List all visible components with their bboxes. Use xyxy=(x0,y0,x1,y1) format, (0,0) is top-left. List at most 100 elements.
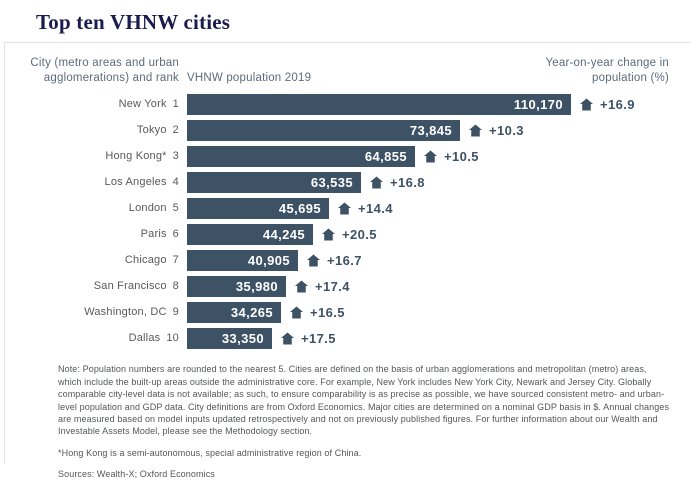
table-row: Washington, DC 9 34,265 +16.5 xyxy=(5,299,691,325)
city-label-cell: New York 1 xyxy=(5,98,179,110)
up-arrow-icon xyxy=(281,332,294,345)
bar-value: 64,855 xyxy=(364,148,407,164)
bar-value: 45,695 xyxy=(278,200,321,216)
city-label-cell: Paris 6 xyxy=(5,228,179,240)
city-name: Los Angeles xyxy=(104,176,167,189)
bar: 40,905 xyxy=(187,249,298,271)
table-row: Paris 6 44,245 +20.5 xyxy=(5,221,691,247)
chart-notes: Note: Population numbers are rounded to … xyxy=(58,363,671,480)
table-row: London 5 45,695 +14.4 xyxy=(5,195,691,221)
up-arrow-icon xyxy=(322,228,335,241)
table-row: Tokyo 2 73,845 +10.3 xyxy=(5,117,691,143)
column-header-city: City (metro areas and urban agglomeratio… xyxy=(30,57,179,85)
city-name: New York xyxy=(118,98,167,111)
bar-cell: 40,905 +16.7 xyxy=(187,249,691,271)
bar-value: 40,905 xyxy=(247,252,290,268)
city-rank: 6 xyxy=(172,228,179,241)
city-name: Washington, DC xyxy=(84,306,167,319)
up-arrow-icon xyxy=(338,202,351,215)
table-row: New York 1 110,170 +16.9 xyxy=(5,91,691,117)
bar: 35,980 xyxy=(187,275,286,297)
chart-panel: City (metro areas and urban agglomeratio… xyxy=(4,42,691,479)
bar-cell: 35,980 +17.4 xyxy=(187,275,691,297)
bar-value: 33,350 xyxy=(221,330,264,346)
change-value: +17.4 xyxy=(315,278,350,294)
city-rank: 4 xyxy=(172,176,179,189)
change-value: +16.5 xyxy=(310,304,345,320)
bars-area: New York 1 110,170 +16.9 Tokyo 2 73,845 xyxy=(5,91,691,351)
bar: 33,350 xyxy=(187,327,272,349)
column-header-population: VHNW population 2019 xyxy=(187,72,312,85)
up-arrow-icon xyxy=(290,306,303,319)
city-name: Paris xyxy=(140,228,167,241)
bar-value: 35,980 xyxy=(235,278,278,294)
change-value: +17.5 xyxy=(301,330,336,346)
note-text: Note: Population numbers are rounded to … xyxy=(58,364,670,437)
bar-cell: 110,170 +16.9 xyxy=(187,93,691,115)
city-label-cell: San Francisco 8 xyxy=(5,280,179,292)
up-arrow-icon xyxy=(424,150,437,163)
chart-column-headers: City (metro areas and urban agglomeratio… xyxy=(5,43,691,86)
bar: 44,245 xyxy=(187,223,313,245)
city-label-cell: Washington, DC 9 xyxy=(5,306,179,318)
page-title: Top ten VHNW cities xyxy=(36,10,231,34)
table-row: Dallas 10 33,350 +17.5 xyxy=(5,325,691,351)
city-rank: 10 xyxy=(166,332,179,345)
bar: 64,855 xyxy=(187,145,415,167)
page-header: Top ten VHNW cities xyxy=(0,0,691,44)
change-value: +10.5 xyxy=(444,148,479,164)
city-label-cell: Los Angeles 4 xyxy=(5,176,179,188)
city-name: Hong Kong* xyxy=(105,150,167,163)
city-rank: 8 xyxy=(172,280,179,293)
bar: 34,265 xyxy=(187,301,281,323)
bar-cell: 34,265 +16.5 xyxy=(187,301,691,323)
up-arrow-icon xyxy=(307,254,320,267)
up-arrow-icon xyxy=(370,176,383,189)
city-rank: 2 xyxy=(172,124,179,137)
bar-value: 110,170 xyxy=(513,96,563,112)
bar-cell: 33,350 +17.5 xyxy=(187,327,691,349)
table-row: Chicago 7 40,905 +16.7 xyxy=(5,247,691,273)
city-label-cell: Chicago 7 xyxy=(5,254,179,266)
bar-cell: 64,855 +10.5 xyxy=(187,145,691,167)
city-name: San Francisco xyxy=(93,280,167,293)
city-name: London xyxy=(128,202,167,215)
city-label-cell: Tokyo 2 xyxy=(5,124,179,136)
bar: 45,695 xyxy=(187,197,329,219)
city-label-cell: Dallas 10 xyxy=(5,332,179,344)
change-value: +16.9 xyxy=(600,96,635,112)
city-rank: 9 xyxy=(172,306,179,319)
bar: 73,845 xyxy=(187,119,460,141)
bar-cell: 73,845 +10.3 xyxy=(187,119,691,141)
city-rank: 3 xyxy=(172,150,179,163)
bar-cell: 63,535 +16.8 xyxy=(187,171,691,193)
city-label-cell: Hong Kong* 3 xyxy=(5,150,179,162)
bar-value: 34,265 xyxy=(230,304,273,320)
bar-cell: 45,695 +14.4 xyxy=(187,197,691,219)
city-name: Dallas xyxy=(128,332,161,345)
change-value: +20.5 xyxy=(342,226,377,242)
city-name: Tokyo xyxy=(136,124,167,137)
bar: 63,535 xyxy=(187,171,361,193)
change-value: +16.8 xyxy=(390,174,425,190)
column-header-change: Year-on-year change in population (%) xyxy=(545,57,669,85)
bar-cell: 44,245 +20.5 xyxy=(187,223,691,245)
city-name: Chicago xyxy=(124,254,167,267)
table-row: San Francisco 8 35,980 +17.4 xyxy=(5,273,691,299)
footnote-text: *Hong Kong is a semi-autonomous, special… xyxy=(58,447,362,458)
bar-value: 44,245 xyxy=(262,226,305,242)
city-label-cell: London 5 xyxy=(5,202,179,214)
sources-text: Sources: Wealth-X; Oxford Economics xyxy=(58,469,215,480)
up-arrow-icon xyxy=(295,280,308,293)
table-row: Hong Kong* 3 64,855 +10.5 xyxy=(5,143,691,169)
change-value: +16.7 xyxy=(327,252,362,268)
city-rank: 5 xyxy=(172,202,179,215)
bar: 110,170 xyxy=(187,93,571,115)
table-row: Los Angeles 4 63,535 +16.8 xyxy=(5,169,691,195)
change-value: +14.4 xyxy=(358,200,393,216)
city-rank: 1 xyxy=(172,98,179,111)
change-value: +10.3 xyxy=(489,122,524,138)
up-arrow-icon xyxy=(469,124,482,137)
up-arrow-icon xyxy=(580,98,593,111)
city-rank: 7 xyxy=(172,254,179,267)
